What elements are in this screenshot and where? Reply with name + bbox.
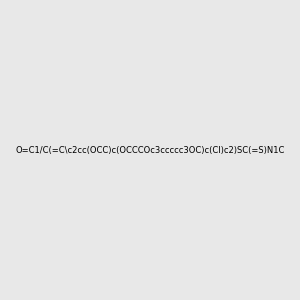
Text: O=C1/C(=C\c2cc(OCC)c(OCCCOc3ccccc3OC)c(Cl)c2)SC(=S)N1C: O=C1/C(=C\c2cc(OCC)c(OCCCOc3ccccc3OC)c(C…: [15, 146, 285, 154]
